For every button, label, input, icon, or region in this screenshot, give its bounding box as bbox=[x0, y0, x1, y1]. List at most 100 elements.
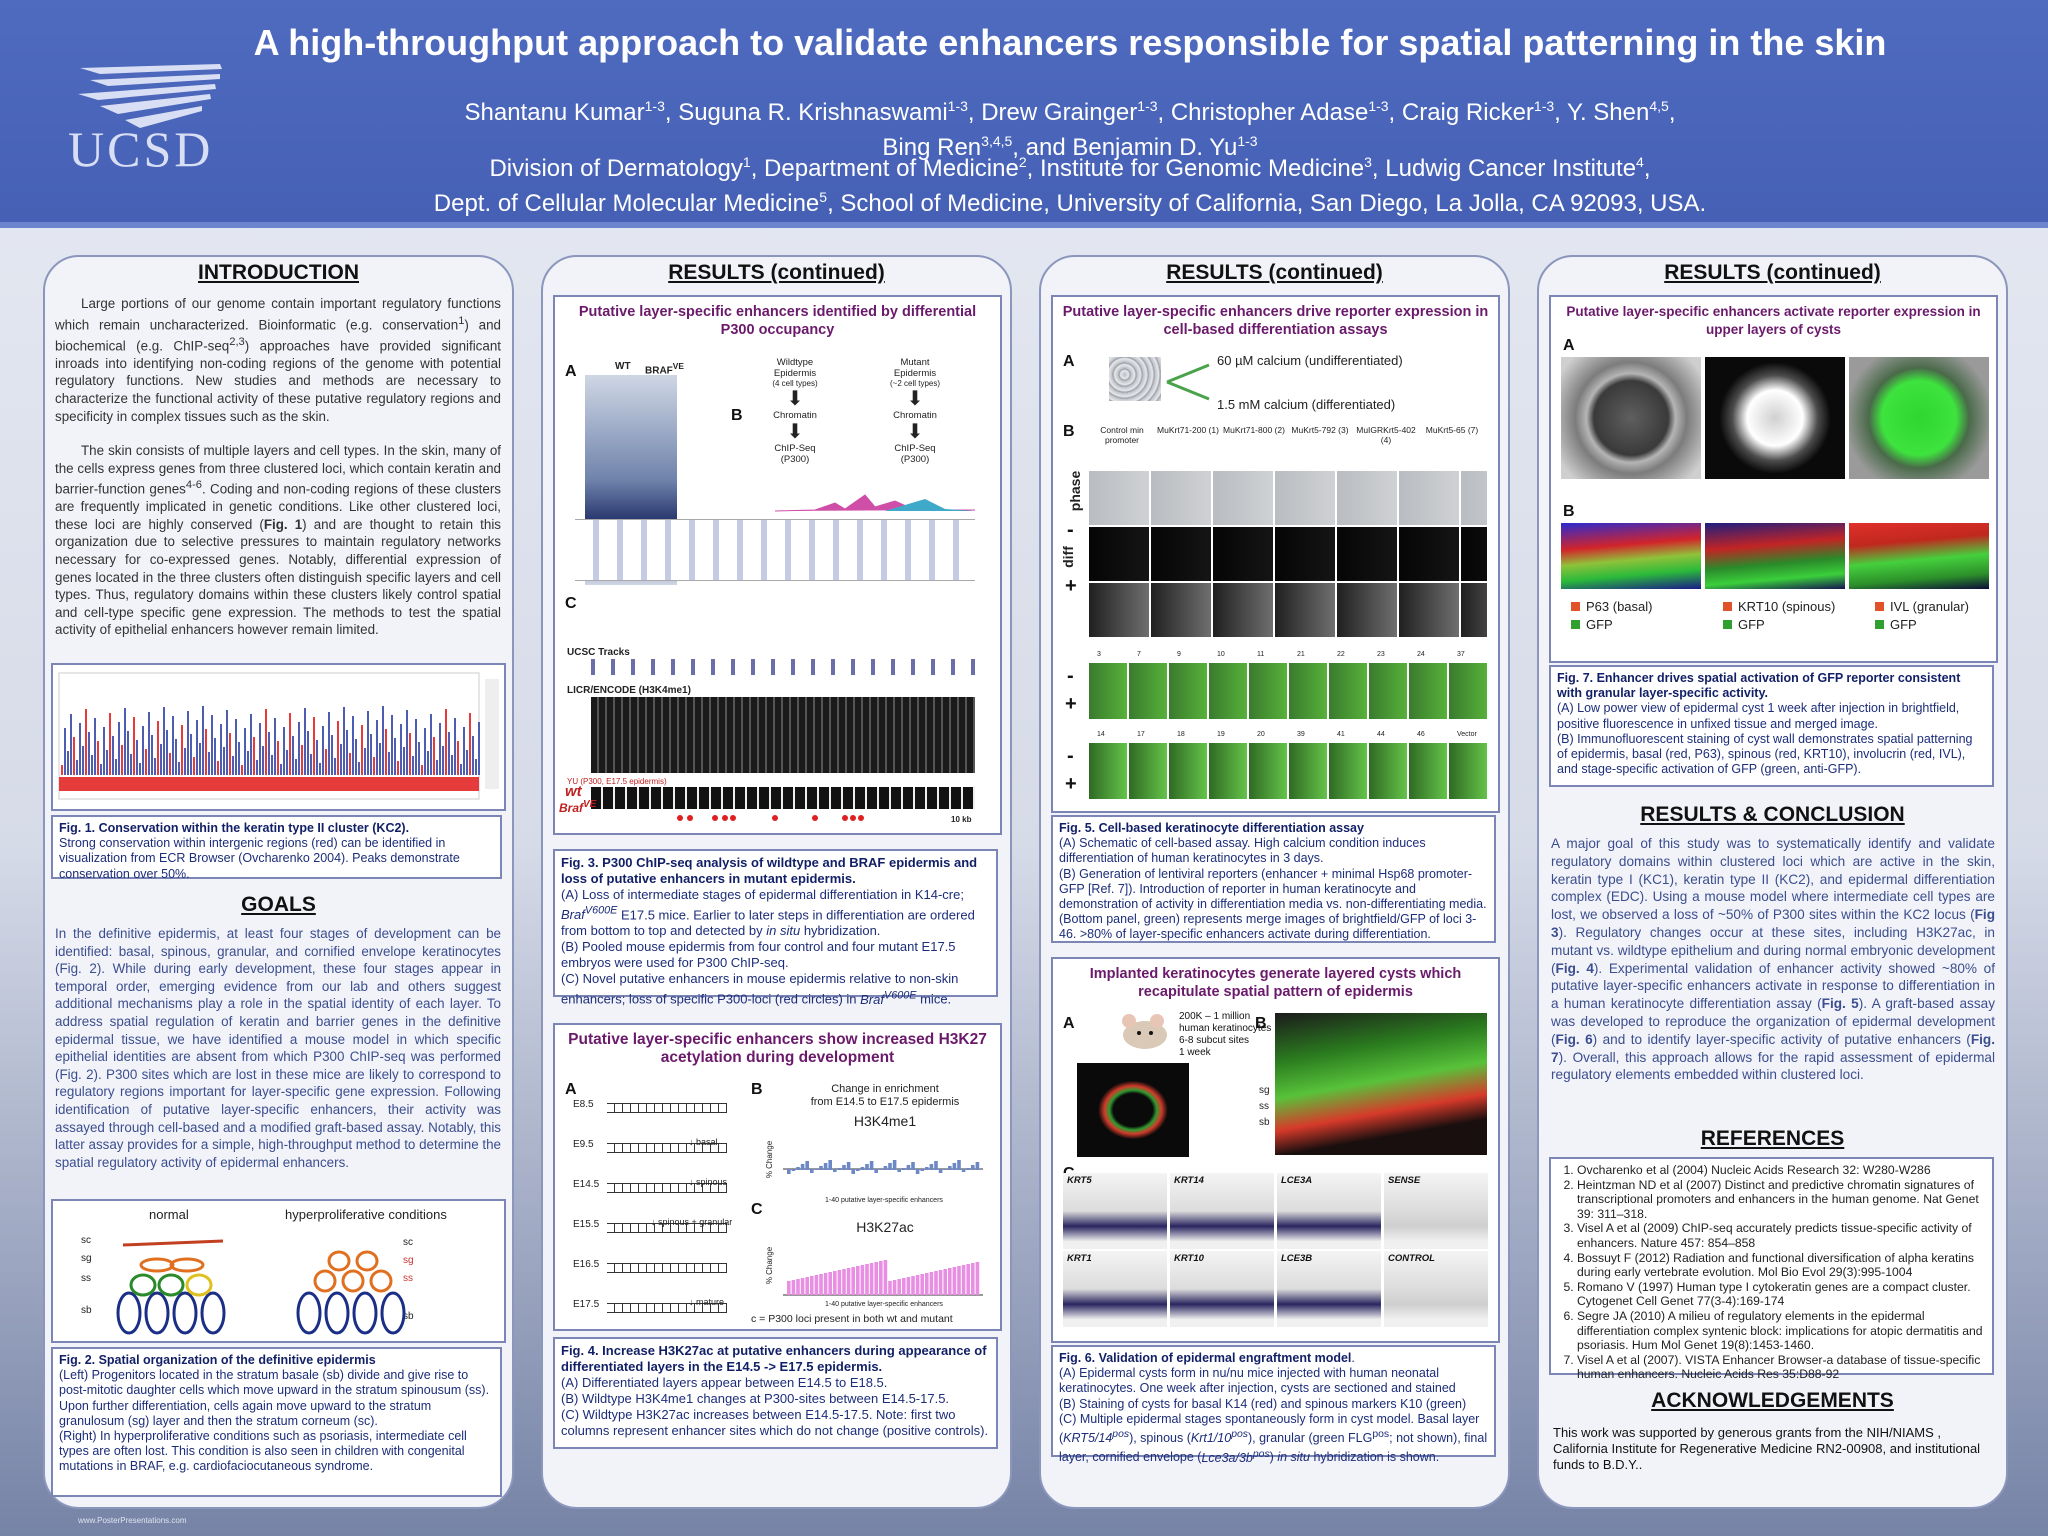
fig5-col-label-5: MuKrt5-65 (7) bbox=[1425, 425, 1479, 435]
fig3-panel-c: C bbox=[565, 595, 577, 612]
fig1-peak bbox=[187, 711, 189, 775]
fig5-locus-37: 37 bbox=[1457, 651, 1465, 658]
fig4-stage-3: E15.5 bbox=[573, 1219, 600, 1230]
fig6-note-2: human keratinocytes bbox=[1179, 1023, 1272, 1034]
fig4b-bar bbox=[851, 1169, 855, 1174]
fig4-change-label: Change in enrichment bbox=[831, 1083, 939, 1095]
fig7-brightfield-image bbox=[1561, 357, 1701, 479]
fig5-caption: Fig. 5. Cell-based keratinocyte differen… bbox=[1051, 815, 1496, 943]
fig4c-bar bbox=[874, 1262, 878, 1295]
fig1-peak bbox=[448, 732, 450, 775]
fig1-peak bbox=[79, 723, 81, 775]
fig7-gfp-figure: Putative layer-specific enhancers activa… bbox=[1549, 295, 1998, 663]
fig1-peak bbox=[220, 724, 222, 775]
fig1-peak bbox=[466, 750, 468, 775]
fig1-peak bbox=[151, 735, 153, 775]
fig1-peak bbox=[139, 763, 141, 775]
fig4b-bar bbox=[920, 1169, 924, 1171]
fig4b-bar bbox=[856, 1169, 860, 1171]
fig4c-bar bbox=[851, 1267, 855, 1295]
fig7-legend-gfp-0: GFP bbox=[1571, 617, 1613, 632]
fig3-panel-a: A bbox=[565, 363, 577, 380]
fig4c-bar bbox=[957, 1266, 961, 1295]
fig4c-bar bbox=[897, 1279, 901, 1295]
authors-line1: Shantanu Kumar1-3, Suguna R. Krishnaswam… bbox=[464, 98, 1676, 126]
fig4b-bar bbox=[819, 1166, 823, 1170]
fig1-peak bbox=[277, 741, 279, 775]
fig4-h3k27-label: H3K27ac bbox=[856, 1219, 914, 1235]
authors: Shantanu Kumar1-3, Suguna R. Krishnaswam… bbox=[250, 92, 1890, 162]
fig3-gene-track bbox=[575, 519, 975, 581]
fig6-probe-label: KRT10 bbox=[1174, 1253, 1204, 1264]
fig5-ca-high: 1.5 mM calcium (differentiated) bbox=[1217, 397, 1396, 412]
fig1-peak bbox=[214, 738, 216, 775]
fig1-peak bbox=[121, 745, 123, 775]
fig1-peak bbox=[202, 706, 204, 775]
fig1-peak bbox=[433, 737, 435, 775]
fig4-panel-a: A bbox=[565, 1081, 577, 1098]
fig1-peak bbox=[346, 730, 348, 775]
fig4-stage-layer-1 bbox=[607, 1143, 727, 1153]
fig6-probe-label: LCE3A bbox=[1281, 1175, 1313, 1186]
fig4-stage-layer-5 bbox=[607, 1303, 727, 1313]
fig4c-bar bbox=[906, 1277, 911, 1295]
fig4b-bar bbox=[814, 1169, 819, 1170]
flow-wt-arrow1: ⬇ bbox=[786, 388, 804, 410]
fig4b-bar bbox=[823, 1163, 828, 1170]
mouse-icon bbox=[1122, 1014, 1167, 1049]
fig4b-bar bbox=[810, 1169, 814, 1173]
fig1-peak bbox=[331, 735, 333, 775]
fig1-peak bbox=[232, 756, 234, 775]
fig4-stage-1: E9.5 bbox=[573, 1139, 594, 1150]
fig4-xlabel-c: 1-40 putative layer-specific enhancers bbox=[825, 1301, 943, 1308]
fig1-peak bbox=[181, 725, 183, 775]
fig1-peak bbox=[262, 746, 264, 775]
fig5-col-label-0: Control min promoter bbox=[1100, 425, 1144, 445]
fig3-braf-label: BRAFVE bbox=[645, 361, 684, 377]
fig5-diff-minus-row bbox=[1089, 527, 1487, 581]
affil-line1: Division of Dermatology1, Department of … bbox=[489, 154, 1651, 182]
fig4c-bar bbox=[883, 1260, 888, 1295]
fig1-peak bbox=[439, 723, 441, 775]
flow-mut-2: Epidermis bbox=[893, 368, 937, 379]
flow-wt-3: (4 cell types) bbox=[772, 379, 818, 388]
fig4c-bar bbox=[929, 1272, 934, 1295]
fig1-peak bbox=[250, 714, 252, 775]
fig5-title: Putative layer-specific enhancers drive … bbox=[1062, 304, 1489, 338]
fig7-legend-gfp-1: GFP bbox=[1723, 617, 1765, 632]
fig2-hyper-label: hyperproliferative conditions bbox=[285, 1207, 447, 1222]
fig7-title: Putative layer-specific enhancers activa… bbox=[1566, 304, 1981, 337]
fig5-locus-18: 18 bbox=[1177, 731, 1185, 738]
fig3-ucsc-track bbox=[575, 659, 975, 675]
fig4b-bar bbox=[796, 1167, 800, 1170]
reference-item: Heintzman ND et al (2007) Distinct and p… bbox=[1577, 1178, 1986, 1222]
fig5-arrows bbox=[1166, 363, 1210, 401]
fig6-note-3: 6-8 subcut sites bbox=[1179, 1035, 1250, 1046]
fig5-locus-19: 19 bbox=[1217, 731, 1225, 738]
fig4-stage-note-3: ↓ mature bbox=[689, 1297, 725, 1307]
intro-paragraph-1: Large portions of our genome contain imp… bbox=[55, 296, 501, 424]
fig1-peak bbox=[295, 759, 297, 775]
fig4-stage-5: E17.5 bbox=[573, 1299, 600, 1310]
fig4b-bar bbox=[911, 1162, 915, 1170]
column-results-4: RESULTS (continued) Putative layer-speci… bbox=[1537, 255, 2008, 1509]
fig6-cyst-image-a bbox=[1077, 1063, 1189, 1157]
fig6-probe-image-lce3b: LCE3B bbox=[1277, 1251, 1381, 1327]
fig2-epidermis-diagram: normal hyperproliferative conditions sc … bbox=[51, 1199, 506, 1343]
fig1-peak bbox=[361, 725, 363, 775]
fig1-peak bbox=[403, 747, 405, 775]
fig1-peak bbox=[304, 708, 306, 775]
fig6-probe-image-krt10: KRT10 bbox=[1170, 1251, 1274, 1327]
fig1-peak bbox=[355, 739, 357, 775]
fig1-peak bbox=[109, 713, 111, 775]
fig4b-bar bbox=[888, 1163, 892, 1170]
fig5-minus-2: - bbox=[1067, 665, 1074, 687]
fig5-locus-14: 14 bbox=[1097, 731, 1105, 738]
fig1-peak bbox=[64, 728, 66, 775]
fig2-layer-sb: sb bbox=[81, 1305, 92, 1316]
flow-mut-arrow1: ⬇ bbox=[906, 388, 924, 410]
fig1-peak bbox=[427, 751, 429, 775]
fig4-stage-layer-0 bbox=[607, 1103, 727, 1113]
fig3-flow-wt: Wildtype Epidermis (4 cell types) ⬇ Chro… bbox=[755, 357, 835, 465]
fig4-ylabel-c: % Change bbox=[765, 1246, 775, 1285]
